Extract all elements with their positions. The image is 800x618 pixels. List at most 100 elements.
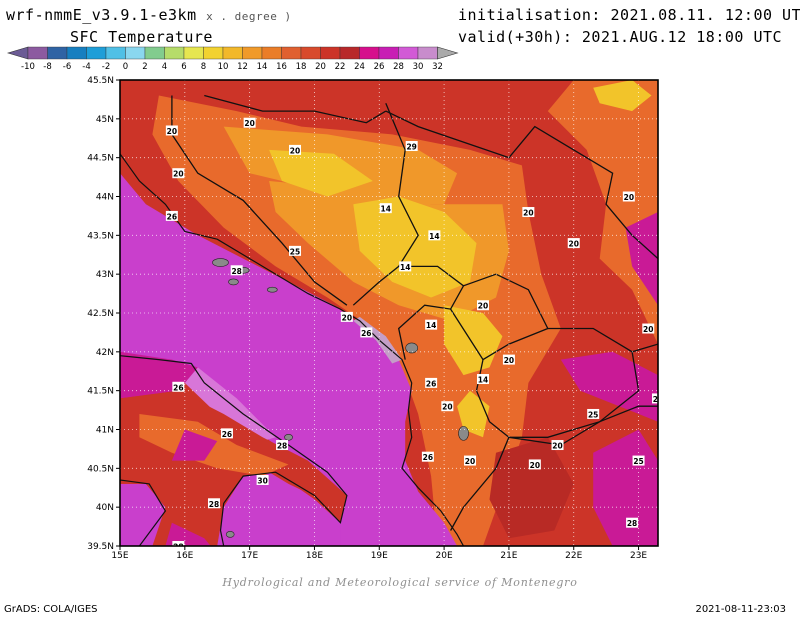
- svg-text:20: 20: [530, 461, 540, 470]
- legend-tick-label: 4: [162, 62, 167, 72]
- lat-label: 43N: [96, 270, 114, 280]
- lon-label: 18E: [306, 551, 323, 561]
- contour-label: 20: [441, 401, 454, 412]
- contour-label: 20: [652, 393, 658, 404]
- contour-label: 25: [632, 455, 645, 466]
- legend-tick-label: -4: [82, 62, 90, 72]
- contour-label: 20: [172, 168, 185, 179]
- map-field: 20 20 20 29 20 26 14 14 25 20 20 20 14 28 20 20 14 26 20 20…: [120, 80, 683, 546]
- contour-label: 28: [207, 498, 220, 509]
- contour-label: 20: [289, 144, 302, 155]
- contour-label: 20: [551, 440, 564, 451]
- country-border: [631, 343, 658, 353]
- svg-text:14: 14: [381, 205, 391, 214]
- contour-label: 20: [340, 311, 353, 322]
- east-magenta-1: [560, 351, 658, 422]
- italy-west-coastline: [120, 479, 167, 546]
- contour-label: 29: [405, 141, 418, 152]
- ionian-sea: [217, 468, 341, 546]
- legend-tick-label: 2: [142, 62, 147, 72]
- lon-label: 16E: [176, 551, 193, 561]
- lon-label: 15E: [111, 551, 128, 561]
- ne-yellow: [593, 80, 652, 112]
- legend-tick-label: 20: [315, 62, 326, 72]
- svg-text:20: 20: [643, 325, 653, 334]
- svg-text:20: 20: [523, 209, 533, 218]
- contour-label: 28: [172, 541, 185, 546]
- contour-label: 20: [642, 323, 655, 334]
- svg-text:26: 26: [423, 453, 433, 462]
- legend-tick-label: 14: [257, 62, 268, 72]
- variable-title: SFC Temperature: [70, 28, 213, 46]
- contour-label: 26: [165, 210, 178, 221]
- contour-label: 20: [567, 238, 580, 249]
- svg-text:20: 20: [442, 403, 452, 412]
- valid-time: valid(+30h): 2021.AUG.12 18:00 UTC: [458, 28, 783, 46]
- legend-tick-label: -10: [21, 62, 35, 72]
- contour-label: 26: [360, 327, 373, 338]
- contour-label: 20: [528, 459, 541, 470]
- svg-text:14: 14: [429, 232, 439, 241]
- contour-label: 20: [502, 354, 515, 365]
- legend-tick-label: 28: [393, 62, 404, 72]
- contour-label: 14: [399, 261, 412, 272]
- contour-label: 20: [243, 117, 256, 128]
- contour-label: 14: [476, 374, 489, 385]
- legend-tick-label: 26: [374, 62, 385, 72]
- east-orange-band: [547, 80, 658, 345]
- lat-label: 40.5N: [87, 464, 114, 474]
- adriatic-sea: [120, 173, 458, 546]
- model-name: wrf-nmmE_v3.9.1-e3km: [6, 6, 197, 24]
- svg-text:26: 26: [222, 430, 232, 439]
- svg-text:25: 25: [588, 410, 598, 419]
- contour-label: 26: [421, 451, 434, 462]
- lon-label: 22E: [565, 551, 582, 561]
- svg-text:20: 20: [244, 119, 254, 128]
- contour-label: 20: [165, 125, 178, 136]
- contour-label: 28: [230, 265, 243, 276]
- svg-text:20: 20: [569, 240, 579, 249]
- svg-text:20: 20: [167, 127, 177, 136]
- svg-text:20: 20: [504, 356, 514, 365]
- legend-tick-label: 24: [354, 62, 365, 72]
- lat-label: 39.5N: [87, 542, 114, 552]
- svg-text:20: 20: [624, 193, 634, 202]
- contour-label: 20: [464, 455, 477, 466]
- cool-spot: [405, 342, 418, 354]
- svg-text:29: 29: [406, 143, 416, 152]
- country-border: [385, 110, 658, 260]
- legend-tick-label: 10: [218, 62, 229, 72]
- color-legend: -10 -8 -6 -4 -2 0 2 4 6 8 10 12 14 16 18 20 22 24 26 28 30 32: [6, 46, 459, 72]
- tyrrhenian-west: [120, 483, 166, 546]
- contour-label: 30: [256, 474, 269, 485]
- svg-text:28: 28: [627, 519, 637, 528]
- sea-shelf-light: [184, 367, 276, 445]
- lat-label: 42N: [96, 348, 114, 358]
- legend-tick-label: -8: [43, 62, 51, 72]
- lon-label: 23E: [630, 551, 647, 561]
- lat-label: 41N: [96, 426, 114, 436]
- legend-tick-label: 12: [237, 62, 248, 72]
- unit-label: x . degree ): [206, 10, 292, 23]
- credit-line: Hydrological and Meteorological service …: [222, 576, 578, 589]
- contour-label: 14: [379, 203, 392, 214]
- svg-text:25: 25: [633, 457, 643, 466]
- italy-coastline: [120, 355, 348, 546]
- legend-tick-label: 32: [432, 62, 443, 72]
- calabria-magenta: [165, 522, 211, 546]
- svg-text:26: 26: [167, 212, 177, 221]
- svg-text:28: 28: [209, 500, 219, 509]
- country-border: [508, 405, 658, 446]
- cool-spot: [267, 286, 278, 293]
- svg-text:14: 14: [478, 376, 488, 385]
- cool-spot: [225, 531, 235, 538]
- contour-label: 25: [587, 408, 600, 419]
- lat-label: 45N: [96, 115, 114, 125]
- legend-tick-label: 8: [201, 62, 206, 72]
- contour-label: 20: [476, 300, 489, 311]
- legend-tick-label: 16: [276, 62, 287, 72]
- lat-label: 45.5N: [87, 76, 114, 86]
- svg-text:25: 25: [290, 247, 300, 256]
- svg-text:20: 20: [478, 302, 488, 311]
- contour-label: 25: [671, 421, 683, 432]
